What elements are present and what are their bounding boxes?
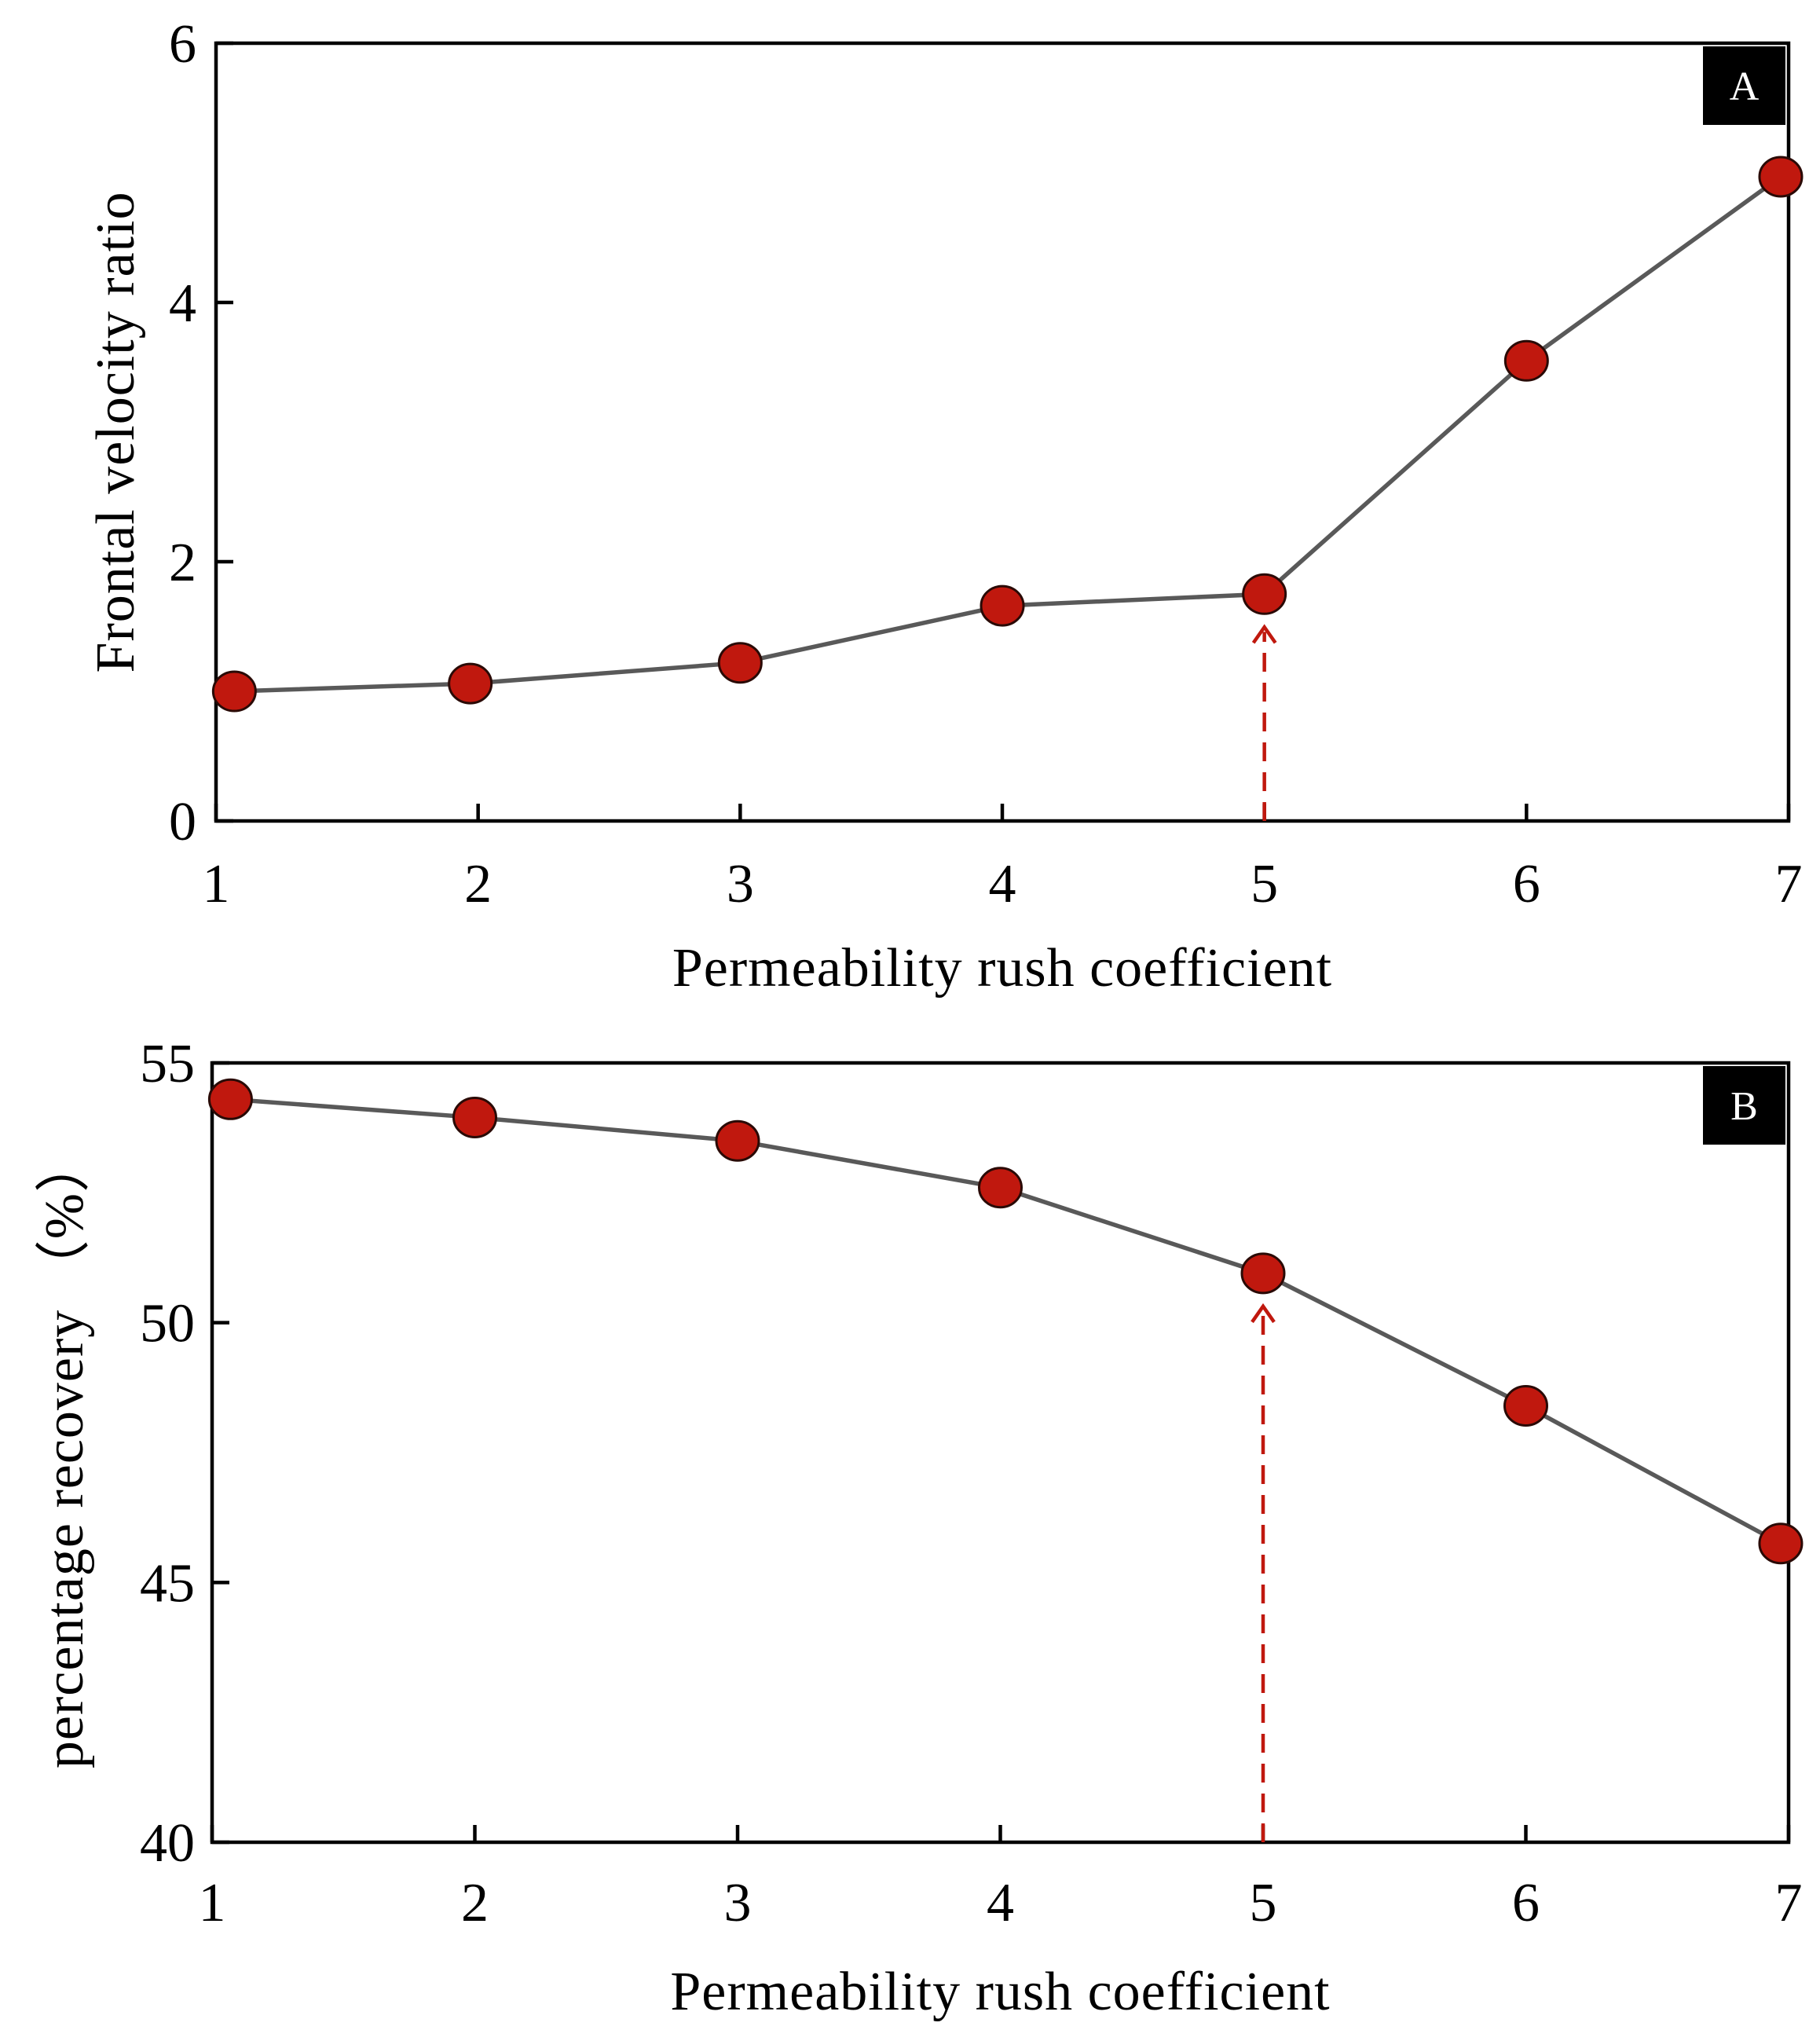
b-data-point-5 — [1240, 1252, 1286, 1295]
b-x-tick-label-3: 3 — [724, 1873, 752, 1933]
a-y-tick-label-0: 0 — [169, 792, 196, 852]
a-y-tick-label-4: 4 — [169, 273, 196, 334]
a-data-point-7 — [1758, 156, 1804, 198]
a-x-tick-label-2: 2 — [464, 854, 492, 914]
b-x-tick-label-2: 2 — [461, 1873, 489, 1933]
b-panel-label-box — [1703, 1066, 1785, 1145]
a-x-tick-label-7: 7 — [1775, 854, 1803, 914]
a-y-tick-label-2: 2 — [169, 533, 196, 593]
b-series-line — [230, 1097, 1782, 1546]
a-x-tick-label-1: 1 — [203, 854, 230, 914]
a-x-tick-label-5: 5 — [1251, 854, 1278, 914]
b-panel-label: B — [1730, 1084, 1758, 1129]
b-data-point-6 — [1503, 1384, 1548, 1427]
b-y-tick-label-45: 45 — [140, 1553, 195, 1614]
a-guide-arrowhead — [1251, 624, 1277, 644]
b-x-axis-label: Permeability rush coefficient — [670, 1962, 1330, 2022]
b-data-point-2 — [452, 1096, 497, 1138]
b-x-tick-label-5: 5 — [1250, 1873, 1277, 1933]
b-data-point-1 — [207, 1078, 253, 1120]
a-data-point-5 — [1242, 573, 1287, 615]
a-x-tick-label-6: 6 — [1513, 854, 1540, 914]
b-x-tick-label-4: 4 — [987, 1873, 1014, 1933]
b-y-tick-label-55: 55 — [140, 1034, 195, 1094]
b-x-tick-label-6: 6 — [1512, 1873, 1540, 1933]
a-panel-label-box — [1703, 46, 1785, 125]
a-x-tick-label-3: 3 — [727, 854, 754, 914]
a-data-point-2 — [448, 662, 493, 705]
a-y-tick-label-6: 6 — [169, 14, 196, 75]
b-x-tick-label-7: 7 — [1775, 1873, 1803, 1933]
b-x-tick-label-1: 1 — [199, 1873, 226, 1933]
b-data-point-3 — [715, 1119, 760, 1162]
a-data-point-1 — [211, 670, 257, 713]
b-data-point-7 — [1758, 1523, 1804, 1565]
a-plot-frame — [214, 41, 1791, 823]
b-y-tick-label-50: 50 — [140, 1294, 195, 1354]
a-data-point-6 — [1503, 339, 1549, 382]
a-x-axis-label: Permeability rush coefficient — [672, 938, 1332, 999]
a-data-point-4 — [980, 584, 1025, 627]
b-y-axis-label: percentage recovery （%） — [35, 1137, 95, 1768]
b-data-point-4 — [978, 1167, 1023, 1209]
a-x-tick-label-4: 4 — [989, 854, 1016, 914]
b-guide-arrowhead — [1251, 1303, 1276, 1324]
b-y-tick-label-40: 40 — [140, 1813, 195, 1874]
a-data-point-3 — [717, 642, 763, 684]
a-panel-label: A — [1730, 64, 1760, 109]
a-y-axis-label: Frontal velocity ratio — [86, 192, 146, 673]
panel-a: 1 2 3 4 5 6 7 0 2 4 6 Permeability rush coefficient… — [86, 14, 1804, 999]
